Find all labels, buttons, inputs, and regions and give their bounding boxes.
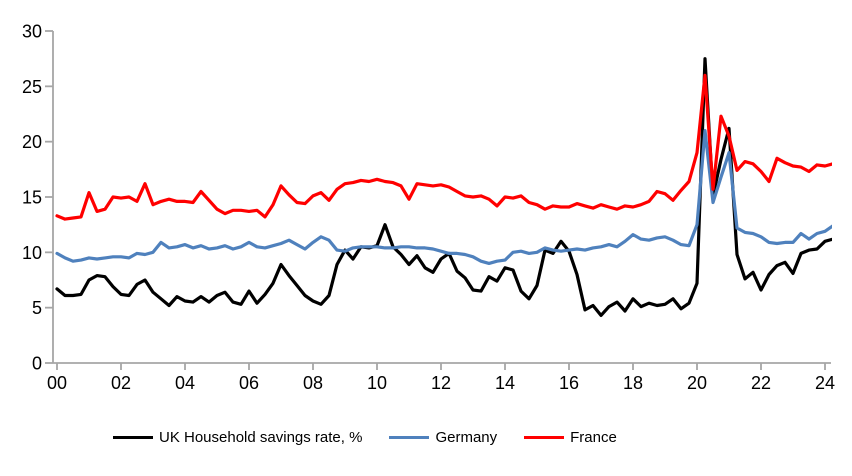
x-tick-label: 06: [239, 373, 259, 393]
series-line-france: [55, 73, 832, 221]
x-tick-label: 24: [815, 373, 835, 393]
x-tick-label: 18: [623, 373, 643, 393]
y-tick-label: 25: [22, 77, 42, 97]
y-tick-label: 20: [22, 132, 42, 152]
y-tick-label: 0: [32, 354, 42, 374]
x-tick-label: 10: [367, 373, 387, 393]
y-tick-label: 30: [22, 22, 42, 42]
x-tick-label: 04: [175, 373, 195, 393]
x-tick-label: 12: [431, 373, 451, 393]
legend-item-germany: Germany: [389, 429, 497, 446]
y-tick-label: 15: [22, 188, 42, 208]
x-tick-label: 22: [751, 373, 771, 393]
x-tick-label: 20: [687, 373, 707, 393]
savings-rate-line-chart: 0 5 10 15 20 25 30 00 02 04 06 08 10 12 14 16 18 20 22 24: [22, 22, 835, 394]
germany-line-swatch: [389, 436, 430, 439]
legend-item-france: France: [524, 429, 617, 446]
x-tick-label: 02: [111, 373, 131, 393]
legend-label-uk: UK Household savings rate, %: [159, 429, 363, 446]
y-tick-label: 5: [32, 298, 42, 318]
x-tick-label: 14: [495, 373, 515, 393]
x-tick-label: 16: [559, 373, 579, 393]
x-tick-label: 00: [47, 373, 67, 393]
uk-line-swatch: [113, 436, 153, 439]
legend-label-germany: Germany: [435, 429, 498, 446]
y-tick-label: 10: [22, 243, 42, 263]
series-line-germany: [55, 129, 832, 265]
x-tick-label: 08: [303, 373, 323, 393]
france-line-swatch: [524, 436, 565, 439]
chart-legend: UK Household savings rate, % Germany Fra…: [113, 429, 617, 446]
legend-item-uk: UK Household savings rate, %: [113, 429, 362, 446]
legend-label-france: France: [570, 429, 617, 446]
